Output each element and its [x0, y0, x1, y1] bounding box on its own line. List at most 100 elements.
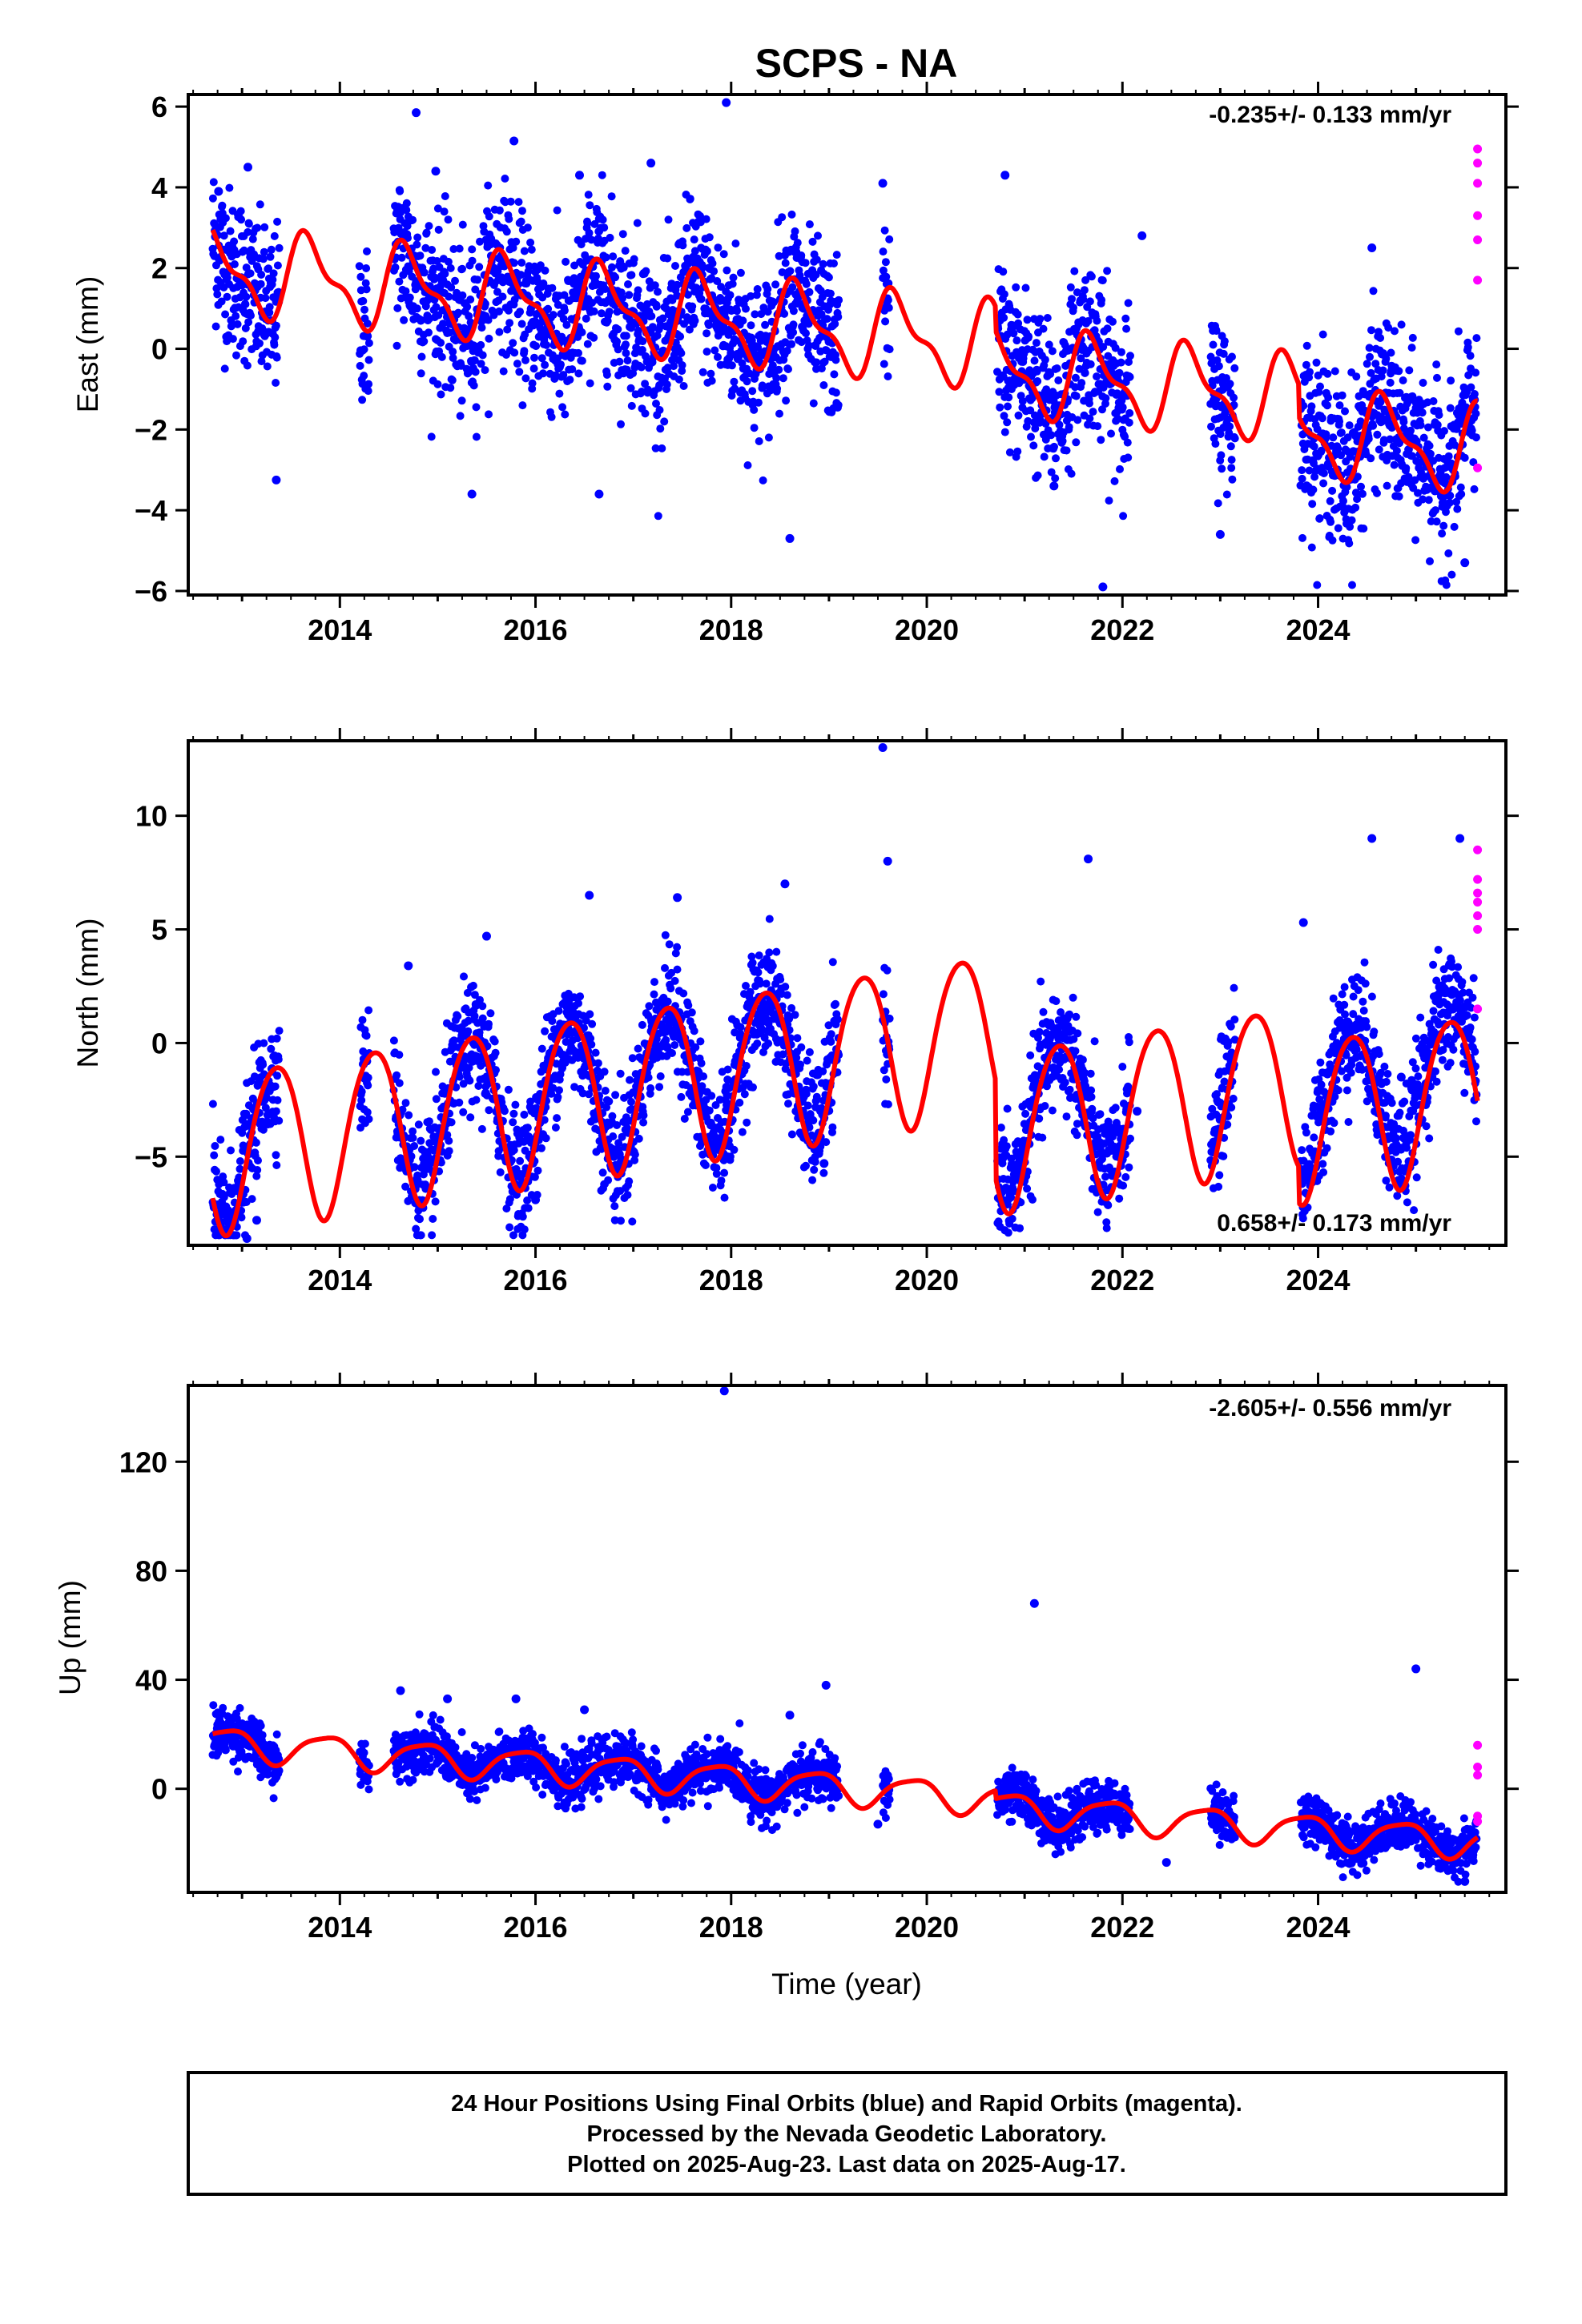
east-final-point [532, 342, 541, 351]
east-final-point [621, 247, 630, 255]
north-final-point [627, 1097, 635, 1106]
east-final-point [1319, 479, 1328, 488]
east-final-point [231, 312, 240, 320]
east-final-point [213, 290, 222, 299]
north-final-point [259, 1060, 268, 1069]
east-final-point [884, 304, 893, 312]
east-final-point [653, 332, 662, 340]
north-final-point [425, 1117, 433, 1126]
north-final-point [232, 1231, 241, 1240]
north-final-point [1003, 1104, 1012, 1113]
east-final-point [404, 234, 412, 243]
east-final-point [1440, 427, 1448, 436]
east-final-point [1047, 431, 1056, 440]
north-final-point [537, 1044, 546, 1053]
east-final-point [702, 348, 711, 356]
east-final-point [242, 263, 251, 272]
north-final-point [216, 1136, 225, 1144]
north-final-point [639, 1118, 648, 1127]
east-final-point [1359, 489, 1367, 498]
north-final-point [466, 1113, 475, 1122]
east-final-point [272, 321, 280, 330]
east-final-point [530, 353, 538, 362]
east-final-point [880, 360, 888, 368]
east-final-point [362, 285, 371, 294]
east-final-point [441, 192, 449, 200]
east-final-point [1454, 327, 1463, 336]
east-final-point [395, 277, 404, 286]
north-final-point [663, 997, 672, 1006]
east-final-point [1122, 324, 1131, 333]
north-final-point [797, 1043, 806, 1051]
east-final-point [797, 251, 806, 259]
east-final-point [547, 412, 556, 421]
north-final-point [783, 991, 791, 999]
north-final-point [469, 981, 477, 990]
east-final-point [1463, 343, 1472, 352]
east-final-point [1222, 490, 1231, 499]
plot-title: SCPS - NA [755, 41, 958, 86]
east-final-point [1125, 418, 1133, 427]
north-final-point [364, 1081, 372, 1090]
north-final-point [1093, 1208, 1102, 1216]
east-final-point [823, 315, 831, 324]
east-final-outlier [272, 475, 281, 485]
east-final-point [1097, 296, 1106, 304]
east-final-point [363, 320, 372, 328]
east-final-point [618, 294, 626, 303]
east-final-point [1307, 543, 1316, 552]
east-final-point [433, 257, 441, 265]
east-final-point [449, 354, 457, 362]
north-final-point [485, 1019, 493, 1028]
north-final-point [753, 1039, 762, 1047]
east-final-point [417, 352, 426, 361]
north-final-point [587, 1040, 596, 1049]
east-final-point [1085, 297, 1094, 306]
east-final-point [558, 403, 567, 412]
east-final-point [1036, 315, 1045, 324]
east-final-point [834, 400, 843, 409]
east-final-point [237, 215, 246, 224]
north-final-point [666, 984, 675, 993]
east-final-point [1424, 496, 1433, 505]
east-final-point [824, 273, 833, 282]
north-final-point [1023, 1184, 1032, 1193]
east-final-point [268, 275, 277, 284]
east-final-point [1318, 414, 1326, 423]
east-final-point [600, 223, 609, 232]
east-final-point [670, 351, 678, 360]
east-final-point [637, 363, 646, 372]
north-final-point [623, 1191, 632, 1200]
north-final-point [831, 999, 839, 1008]
north-final-point [1118, 1063, 1127, 1071]
east-final-point [780, 309, 789, 318]
east-final-point [622, 340, 630, 349]
east-final-point [1218, 464, 1226, 473]
east-final-point [512, 237, 521, 246]
north-final-point [1073, 1131, 1081, 1140]
east-final-point [805, 287, 814, 296]
east-final-point [471, 368, 480, 376]
east-final-point [510, 348, 519, 357]
east-final-point [549, 311, 558, 320]
east-final-point [439, 320, 447, 328]
north-final-point [235, 1157, 244, 1165]
east-ytick-label: −4 [135, 494, 167, 527]
north-final-point [628, 1054, 637, 1063]
east-final-point [590, 307, 598, 316]
east-final-point [1027, 432, 1035, 441]
east-final-point [1000, 428, 1009, 436]
east-final-point [360, 305, 368, 314]
east-final-point [1407, 426, 1415, 435]
east-final-point [812, 358, 821, 367]
east-final-point [710, 267, 719, 275]
east-final-point [498, 292, 507, 301]
east-final-point [801, 259, 810, 267]
east-final-point [517, 271, 525, 279]
east-final-point [602, 253, 610, 262]
east-final-point [1062, 446, 1071, 455]
east-final-point [714, 352, 722, 361]
north-final-point [883, 966, 892, 975]
north-final-point [486, 1009, 495, 1018]
